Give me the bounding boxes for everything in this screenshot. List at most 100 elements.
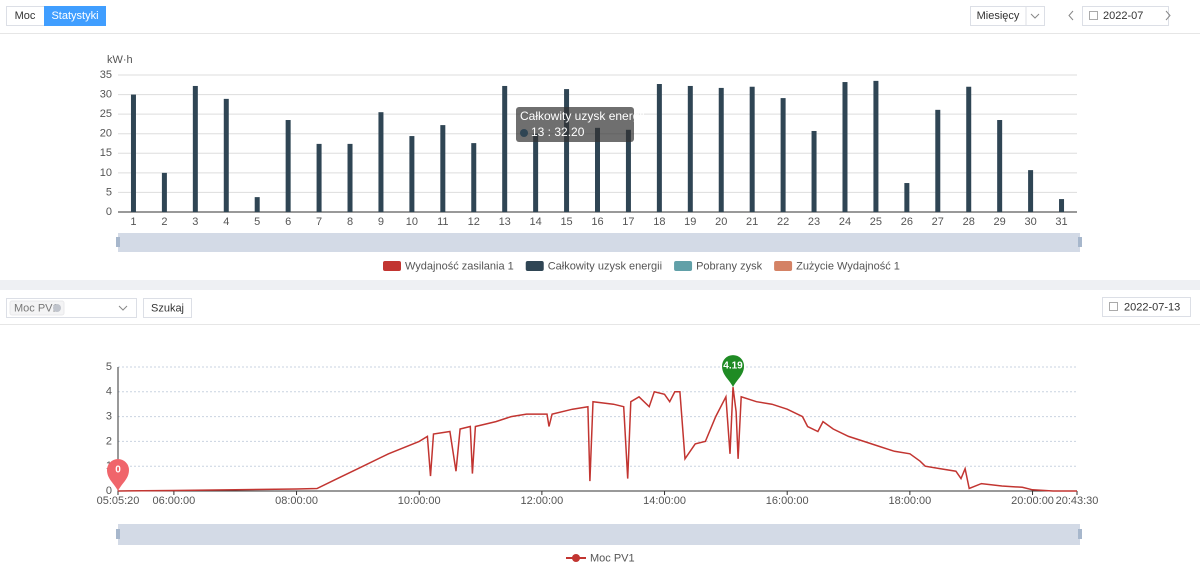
- bar: [625, 129, 631, 212]
- divider: [0, 324, 1200, 325]
- bar: [1028, 170, 1034, 212]
- x-tick-label: 30: [1024, 216, 1036, 228]
- zoom-handle[interactable]: [116, 529, 120, 539]
- divider: [0, 33, 1200, 34]
- zoom-handle[interactable]: [116, 237, 120, 247]
- x-tick-label: 15: [560, 216, 572, 228]
- mark-label: 4.19: [723, 361, 743, 372]
- mark-label: 0: [115, 465, 121, 476]
- device-label[interactable]: Moc PV1: [14, 302, 59, 314]
- x-tick-label: 23: [808, 216, 820, 228]
- tab-active[interactable]: [44, 6, 106, 26]
- bar: [997, 120, 1003, 212]
- zoom-handle[interactable]: [1078, 237, 1082, 247]
- y-tick-label: 5: [106, 361, 112, 373]
- bar: [595, 127, 600, 212]
- tooltip-dot: [520, 129, 528, 137]
- mark-pin: [107, 459, 129, 491]
- legend-label: Wydajność zasilania 1: [405, 260, 514, 272]
- tooltip-text: 13 : 32.20: [531, 125, 585, 139]
- x-tick-label: 8: [347, 216, 353, 228]
- bar: [471, 143, 477, 212]
- bar: [966, 86, 972, 212]
- bar: [935, 109, 941, 212]
- tooltip: [516, 107, 634, 142]
- bar: [656, 84, 662, 212]
- month-label[interactable]: 2022-07: [1103, 10, 1143, 22]
- bar: [811, 130, 817, 212]
- x-tick-label: 28: [963, 216, 975, 228]
- period-label[interactable]: Miesięcy: [977, 10, 1020, 22]
- bar: [564, 89, 570, 212]
- search-label[interactable]: Szukaj: [151, 302, 184, 314]
- x-tick-label: 17: [622, 216, 634, 228]
- x-tick-label: 14:00:00: [643, 495, 686, 507]
- bar: [687, 85, 693, 212]
- bar: [161, 172, 167, 212]
- x-tick-label: 16: [591, 216, 603, 228]
- bar: [842, 82, 848, 212]
- y-tick-label: 20: [100, 128, 112, 140]
- x-tick-label: 20: [715, 216, 727, 228]
- search-button[interactable]: [143, 298, 192, 318]
- bar: [285, 120, 291, 212]
- bar: [316, 143, 322, 212]
- x-tick-label: 08:00:00: [275, 495, 318, 507]
- y-tick-label: 0: [106, 206, 112, 218]
- y-axis-unit: kW·h: [107, 54, 133, 66]
- x-tick-label: 2: [161, 216, 167, 228]
- x-tick-label: 10: [406, 216, 418, 228]
- y-tick-label: 0: [106, 485, 112, 497]
- calendar-icon: [1089, 11, 1098, 20]
- prev-button[interactable]: [1068, 10, 1074, 21]
- bar: [749, 86, 755, 212]
- bar: [440, 125, 446, 212]
- line: [117, 387, 1077, 492]
- legend-label: Zużycie Wydajność 1: [796, 260, 900, 272]
- bar: [533, 133, 539, 212]
- x-tick-label: 19: [684, 216, 696, 228]
- tab-label[interactable]: Moc: [15, 10, 36, 22]
- tag-close[interactable]: [53, 304, 61, 312]
- next-button[interactable]: [1165, 10, 1171, 21]
- zoom-slider[interactable]: [118, 524, 1080, 545]
- x-tick-label: 05:05:20: [97, 495, 140, 507]
- x-tick-label: 9: [378, 216, 384, 228]
- bar: [192, 85, 198, 212]
- x-tick-label: 27: [932, 216, 944, 228]
- y-tick-label: 2: [106, 435, 112, 447]
- y-tick-label: 15: [100, 147, 112, 159]
- x-tick-label: 12:00:00: [520, 495, 563, 507]
- x-tick-label: 16:00:00: [766, 495, 809, 507]
- day-picker[interactable]: [1102, 297, 1191, 317]
- y-tick-label: 4: [106, 386, 112, 398]
- month-picker[interactable]: [1082, 6, 1169, 26]
- x-tick-label: 1: [130, 216, 136, 228]
- x-tick-label: 06:00:00: [152, 495, 195, 507]
- y-tick-label: 5: [106, 186, 112, 198]
- legend-swatch: [674, 261, 693, 271]
- legend-swatch: [525, 261, 544, 271]
- bar: [718, 87, 724, 212]
- bar: [223, 98, 229, 212]
- x-tick-label: 31: [1055, 216, 1067, 228]
- y-tick-label: 3: [106, 411, 112, 423]
- x-tick-label: 11: [437, 216, 448, 228]
- device-tag: [9, 300, 65, 316]
- day-label[interactable]: 2022-07-13: [1124, 301, 1180, 313]
- tab-label[interactable]: Statystyki: [51, 10, 98, 22]
- legend-swatch: [383, 261, 401, 271]
- y-tick-label: 25: [100, 108, 112, 120]
- legend-label: Pobrany zysk: [696, 260, 763, 272]
- bar: [409, 136, 415, 212]
- x-tick-label: 13: [499, 216, 511, 228]
- x-tick-label: 3: [192, 216, 198, 228]
- bar: [347, 143, 353, 212]
- legend-dot: [572, 554, 580, 562]
- x-tick-label: 6: [285, 216, 291, 228]
- bar: [780, 98, 786, 212]
- zoom-slider[interactable]: [118, 233, 1080, 252]
- zoom-handle[interactable]: [1078, 529, 1082, 539]
